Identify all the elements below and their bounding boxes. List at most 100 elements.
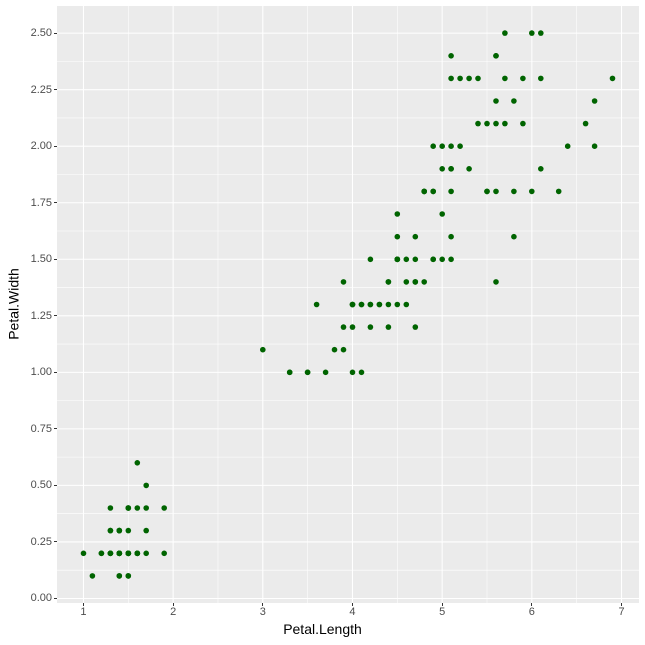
- y-tick-label: 1.75: [30, 196, 52, 209]
- data-point: [493, 279, 499, 285]
- data-point: [430, 188, 437, 195]
- data-point: [340, 279, 347, 285]
- data-point: [448, 188, 454, 195]
- data-point: [412, 324, 419, 330]
- x-tick-mark: [441, 603, 443, 606]
- data-point: [412, 279, 419, 285]
- data-point: [403, 301, 410, 308]
- data-point: [448, 256, 454, 263]
- data-point: [555, 188, 562, 195]
- x-tick-mark: [531, 603, 533, 606]
- y-tick-mark: [54, 89, 57, 91]
- y-tick-label: 2.50: [30, 27, 52, 40]
- data-point: [582, 120, 589, 127]
- y-tick-mark: [54, 32, 57, 34]
- data-point: [484, 120, 490, 127]
- data-point: [484, 188, 490, 195]
- data-point: [394, 211, 401, 217]
- data-point: [538, 166, 544, 172]
- data-point: [591, 143, 598, 149]
- data-point: [511, 188, 517, 195]
- y-tick-label: 2.25: [30, 83, 52, 96]
- data-point: [466, 75, 472, 82]
- data-point: [358, 301, 365, 308]
- data-point: [107, 527, 114, 534]
- data-point: [412, 233, 419, 240]
- data-point: [125, 573, 132, 579]
- data-point: [143, 527, 149, 534]
- x-tick-label: 6: [528, 606, 535, 618]
- data-point: [421, 279, 428, 285]
- data-point: [107, 550, 114, 557]
- data-point: [520, 75, 526, 82]
- y-tick-mark: [54, 145, 57, 147]
- data-point: [403, 279, 410, 285]
- x-tick-label: 3: [259, 606, 266, 618]
- data-point: [430, 143, 437, 149]
- data-point: [475, 120, 481, 127]
- data-point: [448, 53, 454, 59]
- x-tick-label: 5: [439, 606, 446, 618]
- data-point: [304, 369, 311, 376]
- data-point: [125, 505, 132, 511]
- x-tick-mark: [621, 603, 622, 606]
- data-point: [493, 98, 499, 104]
- data-point: [448, 166, 454, 172]
- data-point: [385, 324, 392, 330]
- data-point: [367, 324, 374, 330]
- data-point: [134, 460, 141, 466]
- data-point: [529, 188, 535, 195]
- y-axis-title: Petal.Width: [5, 268, 22, 340]
- data-point: [394, 256, 401, 263]
- data-point: [394, 233, 401, 240]
- data-point: [143, 505, 149, 511]
- x-tick-label: 4: [349, 606, 356, 618]
- data-point: [394, 301, 401, 308]
- data-point: [143, 550, 149, 557]
- data-point: [591, 98, 598, 104]
- y-tick-label: 0.00: [30, 592, 52, 605]
- data-point: [529, 30, 535, 36]
- data-point: [358, 369, 365, 376]
- data-point: [116, 573, 123, 579]
- data-point: [349, 324, 356, 330]
- y-tick-mark: [54, 371, 57, 373]
- data-point: [340, 346, 347, 353]
- data-point: [161, 505, 167, 511]
- data-point: [609, 75, 616, 82]
- data-point: [260, 346, 266, 353]
- data-point: [538, 75, 544, 82]
- data-point: [502, 120, 508, 127]
- y-tick-mark: [54, 597, 57, 599]
- data-point: [493, 53, 499, 59]
- x-tick-label: 7: [618, 606, 625, 618]
- x-tick-mark: [172, 603, 174, 606]
- y-tick-mark: [54, 541, 57, 543]
- data-point: [457, 75, 463, 82]
- data-point: [340, 324, 347, 330]
- data-point: [430, 256, 437, 263]
- data-point: [520, 120, 526, 127]
- y-tick-mark: [54, 484, 57, 486]
- data-point: [439, 166, 446, 172]
- data-point: [89, 573, 96, 579]
- x-tick-label: 2: [170, 606, 177, 618]
- data-point: [161, 550, 167, 557]
- y-tick-label: 0.25: [30, 535, 52, 548]
- data-point: [439, 211, 446, 217]
- x-tick-label: 1: [80, 606, 87, 618]
- data-point: [376, 301, 383, 308]
- data-point: [403, 256, 410, 263]
- data-point: [502, 75, 508, 82]
- data-point: [107, 505, 114, 511]
- data-point: [439, 256, 446, 263]
- y-tick-label: 1.50: [30, 253, 52, 266]
- data-point: [331, 346, 338, 353]
- data-point: [439, 143, 446, 149]
- y-tick-label: 1.00: [30, 366, 52, 379]
- data-point: [143, 482, 149, 489]
- data-point: [421, 188, 428, 195]
- data-point: [322, 369, 329, 376]
- data-point: [116, 550, 123, 557]
